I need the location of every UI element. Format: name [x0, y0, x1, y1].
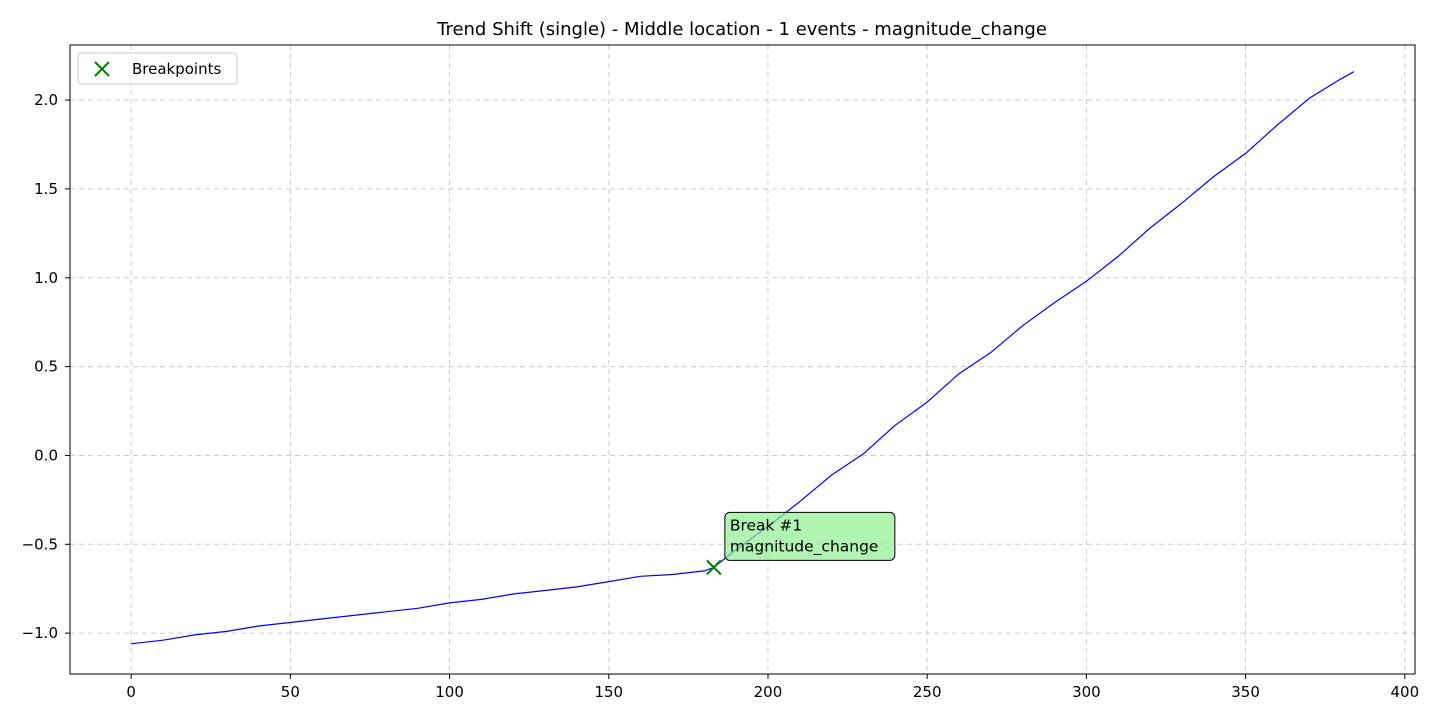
x-tick-label: 0 — [126, 683, 136, 701]
x-tick-label: 100 — [435, 683, 464, 701]
y-tick-label: 0.5 — [34, 358, 58, 376]
grid — [70, 45, 1415, 674]
legend: Breakpoints — [77, 52, 238, 85]
x-tick-label: 350 — [1231, 683, 1260, 701]
y-tick-label: 0.0 — [34, 446, 58, 464]
x-tick-label: 50 — [281, 683, 300, 701]
x-tick-label: 300 — [1072, 683, 1101, 701]
legend-box — [77, 52, 238, 85]
plot-frame — [69, 44, 1416, 675]
breakpoint-annotation-title: Break #1 — [730, 516, 802, 534]
x-tick-label: 400 — [1390, 683, 1419, 701]
legend-label-breakpoints: Breakpoints — [132, 60, 221, 78]
chart-title: Trend Shift (single) - Middle location -… — [436, 19, 1047, 40]
x-tick-label: 200 — [754, 683, 783, 701]
legend-x-marker-icon — [94, 61, 110, 77]
y-tick-label: −0.5 — [22, 535, 58, 553]
breakpoint-annotation-type: magnitude_change — [730, 537, 879, 556]
x-tick-label: 250 — [913, 683, 942, 701]
x-tick-label: 150 — [594, 683, 623, 701]
annotation-layer: Break #1 magnitude_change — [724, 511, 896, 561]
y-tick-label: 2.0 — [34, 91, 58, 109]
y-tick-label: 1.5 — [34, 180, 58, 198]
breakpoint-annotation-box — [724, 511, 896, 561]
breakpoint-x-marker — [706, 559, 722, 576]
axis-ticks: 0 50 100 150 200 250 300 350 400 −1.0 −0.5 0.0 0.5 1.… — [22, 91, 1420, 701]
y-tick-label: 1.0 — [34, 269, 58, 287]
y-tick-label: −1.0 — [22, 624, 58, 642]
breakpoint-marker-layer — [706, 559, 722, 576]
